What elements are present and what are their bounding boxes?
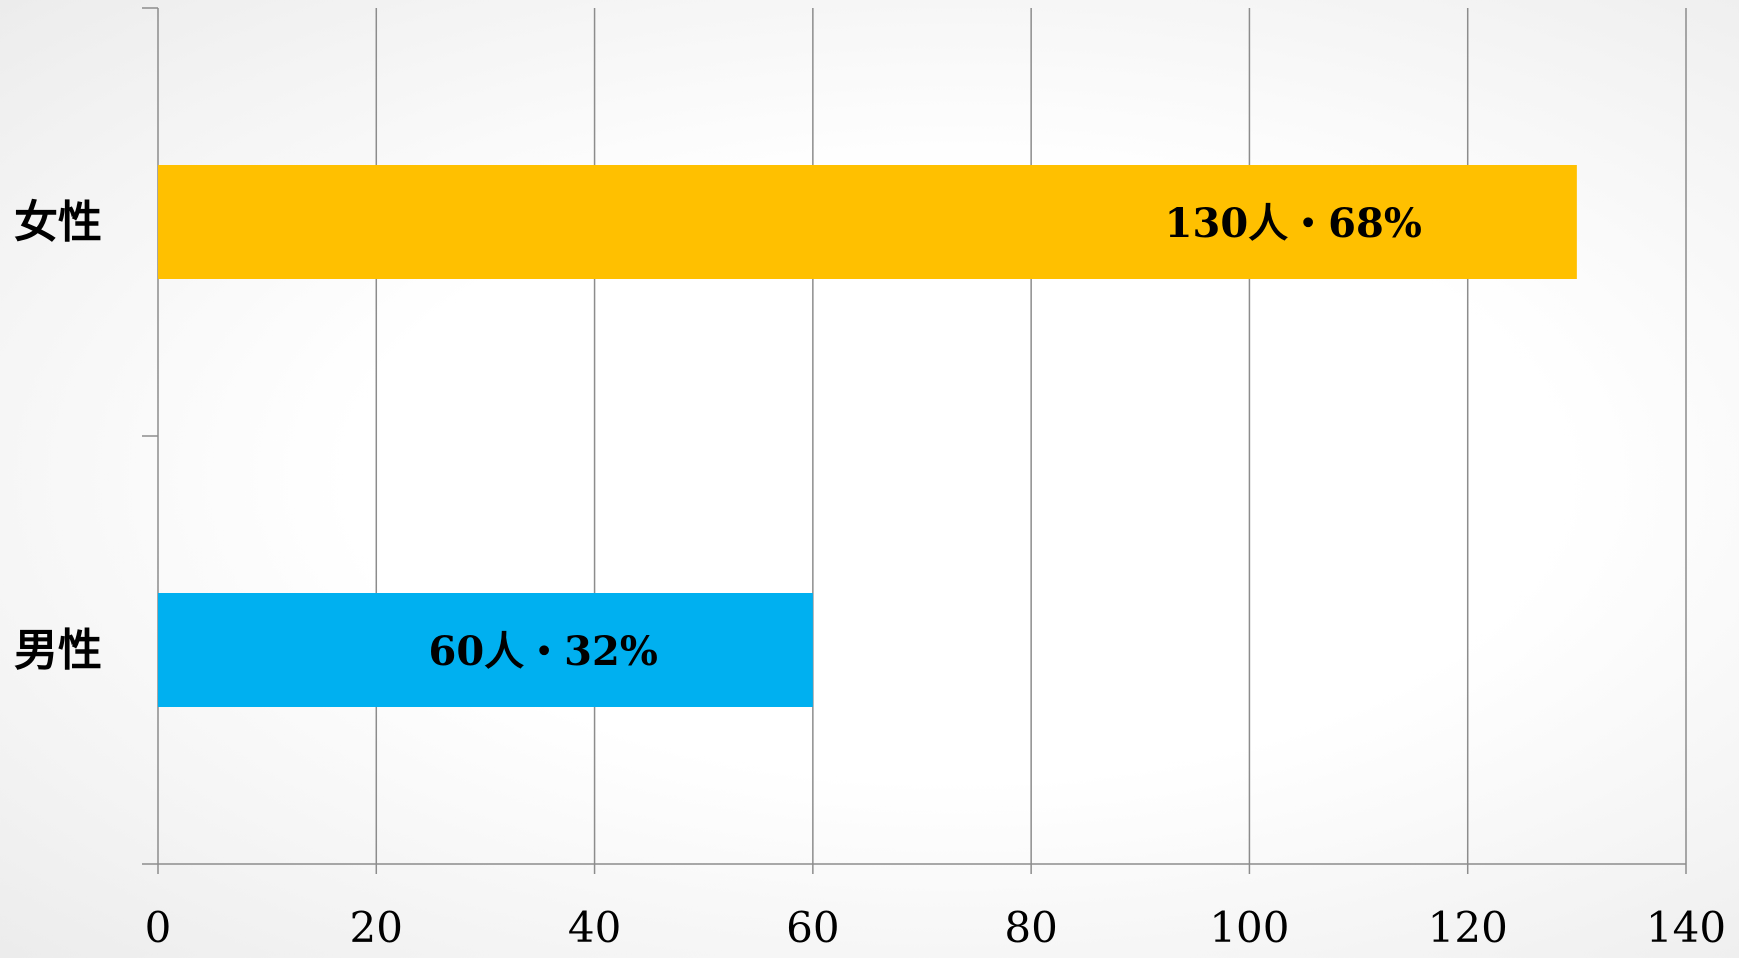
bar-0 (158, 165, 1577, 279)
data-label-1: 60人・32% (429, 628, 658, 675)
x-tick-label-80: 80 (1004, 903, 1057, 952)
category-label-1: 男性 (14, 625, 102, 676)
x-tick-label-140: 140 (1646, 903, 1726, 952)
bar-1 (158, 593, 813, 707)
x-tick-label-20: 20 (350, 903, 403, 952)
x-tick-label-100: 100 (1209, 903, 1289, 952)
x-tick-label-0: 0 (145, 903, 172, 952)
axes (142, 7, 1686, 874)
category-label-0: 女性 (14, 197, 102, 248)
x-tick-label-120: 120 (1428, 903, 1508, 952)
x-tick-label-60: 60 (786, 903, 839, 952)
labels: 0 20 40 60 80 100 120 140 女性 130人・68% 男性 60人・32% (14, 197, 1726, 952)
gridlines (375, 8, 1687, 874)
data-label-0: 130人・68% (1165, 200, 1422, 247)
bars (158, 165, 1577, 707)
x-tick-label-40: 40 (568, 903, 621, 952)
